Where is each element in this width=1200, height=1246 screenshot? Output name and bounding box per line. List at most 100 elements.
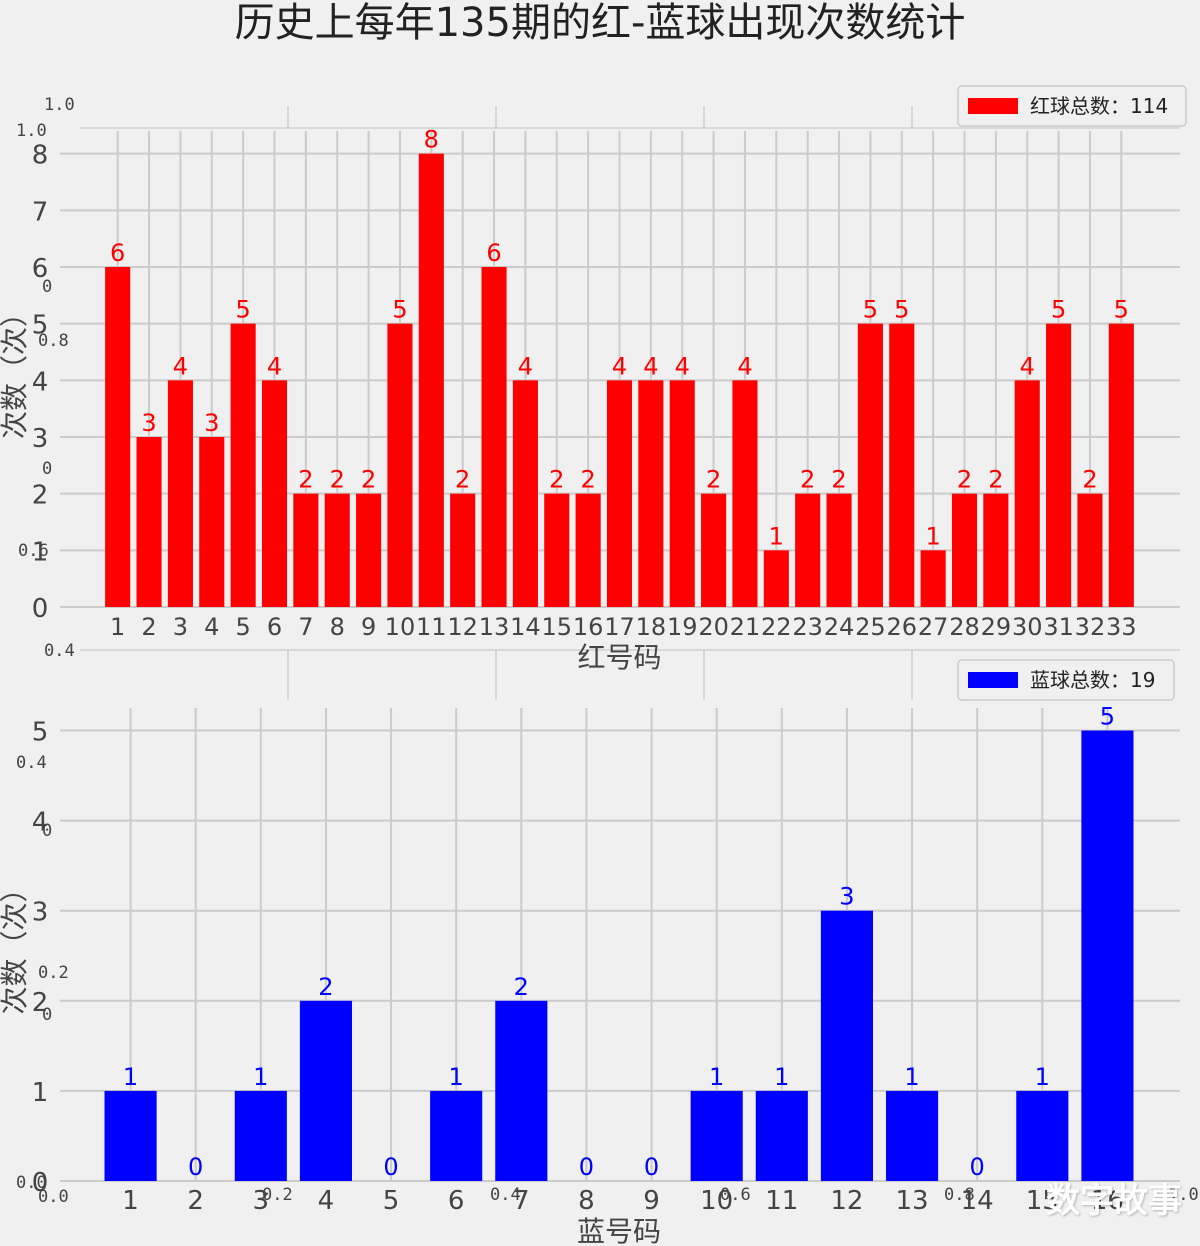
bar-value-label: 2 [455,466,470,494]
bar-value-label: 3 [141,409,156,437]
bar-value-label: 0 [383,1153,398,1181]
x-tick-label: 24 [824,613,855,641]
bar [293,493,319,607]
bar-value-label: 2 [330,466,345,494]
blue-ball-panel: 0123451102132405162708091101113121130141… [0,659,1180,1246]
bar-value-label: 2 [361,466,376,494]
x-tick-label: 2 [187,1186,204,1216]
bar-value-label: 5 [894,296,909,324]
bar-value-label: 1 [774,1063,789,1091]
bar [512,380,538,607]
bar-value-label: 4 [518,352,533,380]
bar [951,493,978,607]
bar [1077,493,1103,607]
bar-value-label: 0 [188,1153,203,1181]
bar [418,153,444,607]
bar [983,493,1009,607]
legend-label: 红球总数：114 [1030,94,1168,118]
x-tick-label: 29 [981,613,1012,641]
y-tick-label: 7 [32,197,49,227]
x-tick-label: 15 [1026,1186,1059,1216]
bar [755,1090,808,1181]
bar [495,1000,548,1181]
ghost-tick-label: 0.8 [38,331,69,351]
ghost-tick-label: 1.0 [1168,1185,1199,1205]
bar [234,1090,287,1181]
x-tick-label: 7 [298,613,313,641]
bar [544,493,570,607]
bar-value-label: 1 [769,522,784,550]
x-tick-label: 13 [896,1186,929,1216]
bar-value-label: 0 [579,1153,594,1181]
bar [669,380,695,607]
ghost-tick-label: 0 [42,821,52,841]
y-tick-label: 5 [32,311,49,341]
legend: 蓝球总数：19 [957,659,1175,701]
ghost-tick-label: 0 [42,1005,52,1025]
x-tick-label: 3 [173,613,188,641]
bar [356,493,382,607]
ghost-tick-label: 0.6 [720,1185,751,1205]
y-tick-label: 2 [32,988,49,1018]
bar-value-label: 2 [988,466,1003,494]
bar-value-label: 4 [737,352,752,380]
x-tick-label: 27 [918,613,949,641]
x-tick-label: 7 [513,1186,530,1216]
bar [575,493,601,607]
y-tick-label: 0 [32,1168,49,1198]
bar-value-label: 1 [925,522,940,550]
bar-value-label: 4 [675,352,690,380]
bar [481,267,507,607]
bar [450,493,476,607]
bar [1016,1090,1069,1181]
bar [820,910,873,1181]
bar-value-label: 0 [644,1153,659,1181]
chart-title: 历史上每年135期的红-蓝球出现次数统计 [235,0,966,46]
bar-value-label: 5 [863,296,878,324]
bar-value-label: 4 [1020,352,1035,380]
bar-value-label: 1 [1035,1063,1050,1091]
bar [1108,323,1134,607]
bar [920,550,946,607]
bar [795,493,821,607]
legend-box [957,659,1175,701]
bar [299,1000,352,1181]
y-tick-label: 4 [32,808,49,838]
bar-value-label: 2 [318,973,333,1001]
y-tick-label: 8 [32,141,49,171]
x-tick-label: 5 [383,1186,400,1216]
legend-box [957,85,1187,127]
x-tick-label: 14 [510,613,541,641]
x-tick-label: 20 [698,613,729,641]
ghost-tick-label: 1.0 [16,121,47,141]
ghost-tick-label: 0.4 [44,641,75,661]
x-tick-label: 14 [961,1186,994,1216]
x-tick-label: 1 [122,1186,139,1216]
bar-value-label: 2 [706,466,721,494]
ghost-tick-label: 0.4 [490,1185,521,1205]
y-tick-label: 1 [32,1078,49,1108]
x-tick-label: 10 [385,613,416,641]
y-tick-label: 4 [32,367,49,397]
bar [701,493,727,607]
x-tick-label: 25 [855,613,886,641]
ghost-tick-label: 0 [42,459,52,479]
x-axis-label: 红号码 [577,641,661,674]
bar [1046,323,1072,607]
ghost-tick-label: 0.8 [944,1185,975,1205]
y-axis-label: 次数（次） [0,874,31,1014]
bar-value-label: 5 [392,296,407,324]
bar-value-label: 3 [839,883,854,911]
bar [886,1090,939,1181]
y-axis-label: 次数（次） [0,299,31,439]
x-tick-label: 16 [1091,1186,1124,1216]
x-tick-label: 19 [667,613,698,641]
bar-value-label: 2 [957,466,972,494]
bar [1081,730,1134,1181]
x-tick-label: 32 [1075,613,1106,641]
bar [387,323,413,607]
bar-value-label: 2 [800,466,815,494]
bar [732,380,758,607]
ghost-axis-layer: 1.01.000.800.60.40.400.200.00.0 0.2 0.4 0.6… [16,95,1199,1207]
bar [230,323,256,607]
